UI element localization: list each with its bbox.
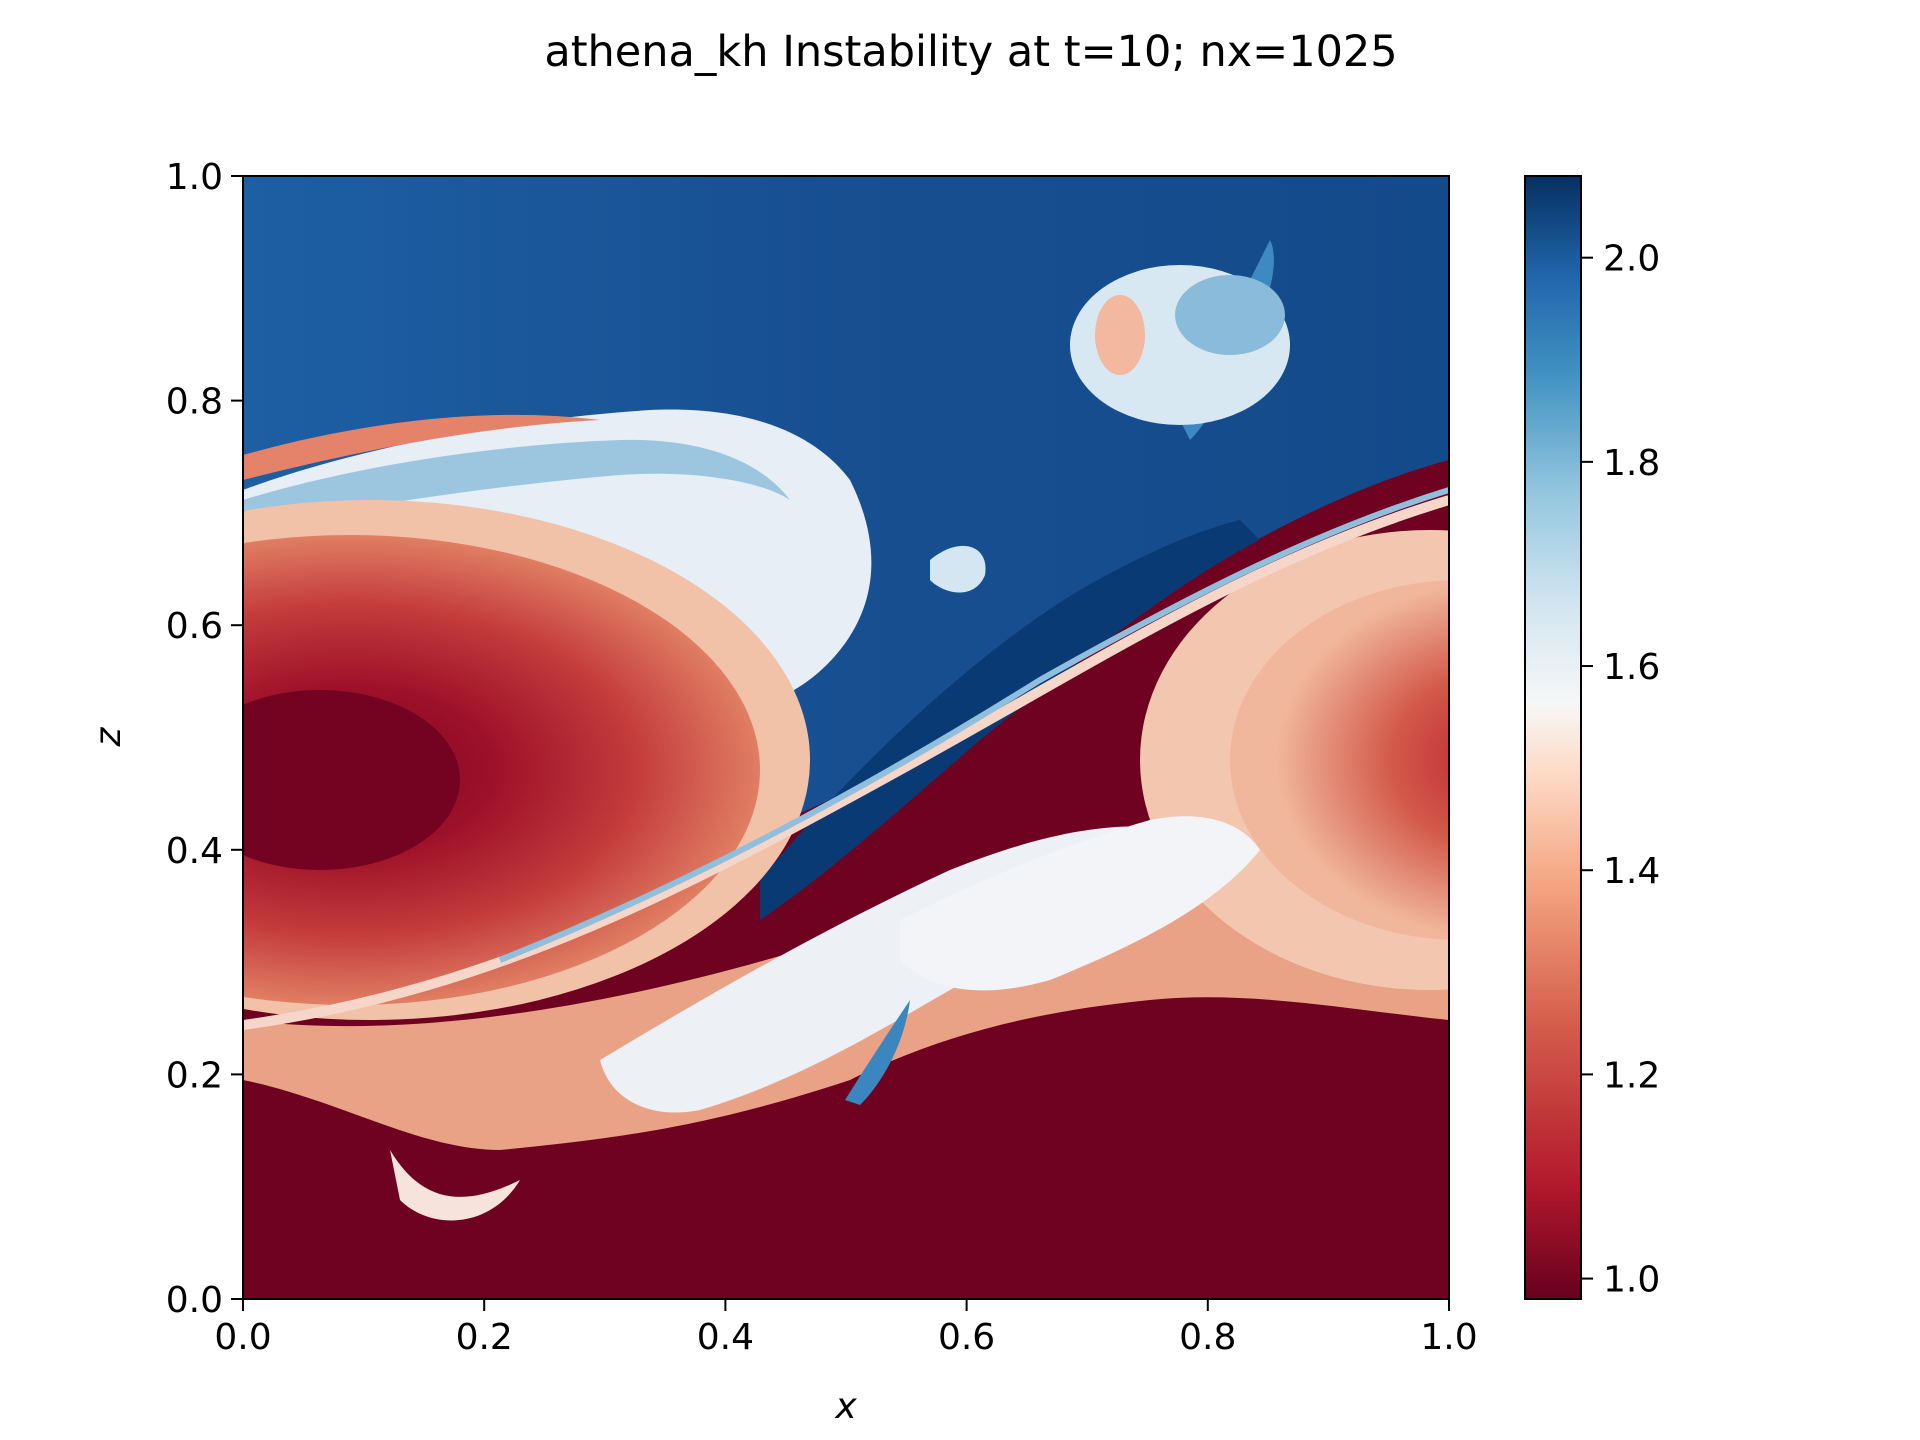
colorbar-tick-label: 1.2 [1603, 1055, 1660, 1096]
x-tick-label: 0.4 [697, 1317, 754, 1358]
plot-frame [242, 175, 1450, 1300]
colorbar-tick-label: 1.0 [1603, 1260, 1660, 1301]
y-axis-ticks: 0.0 0.2 0.4 0.6 0.8 1.0 [166, 157, 243, 1321]
chart-title: athena_kh Instability at t=10; nx=1025 [544, 27, 1397, 77]
mixing-band-blue [243, 439, 790, 530]
y-tick-label: 0.6 [166, 606, 223, 647]
red-streak [243, 414, 600, 480]
x-axis-label: x [834, 1386, 857, 1427]
x-axis-ticks: 0.0 0.2 0.4 0.6 0.8 1.0 [214, 1299, 1478, 1358]
left-vortex [243, 535, 760, 1005]
y-tick-label: 0.8 [166, 382, 223, 423]
x-tick-label: 1.0 [1420, 1317, 1477, 1358]
colorbar [1524, 175, 1582, 1300]
left-vortex-core [243, 690, 460, 870]
colorbar-tick-label: 1.8 [1603, 443, 1660, 484]
colorbar-ticks: 1.0 1.2 1.4 1.6 1.8 2.0 [1581, 239, 1660, 1301]
colorbar-tick-label: 2.0 [1603, 239, 1660, 280]
y-tick-label: 1.0 [166, 157, 223, 198]
y-tick-label: 0.4 [166, 831, 223, 872]
interface-line-blue [498, 487, 1449, 963]
x-tick-label: 0.6 [938, 1317, 995, 1358]
colorbar-tick-label: 1.6 [1603, 647, 1660, 688]
x-tick-label: 0.8 [1179, 1317, 1236, 1358]
wisp-left [930, 545, 986, 593]
x-tick-label: 0.0 [214, 1317, 271, 1358]
plume-spot [1095, 295, 1145, 375]
x-tick-label: 0.2 [456, 1317, 513, 1358]
y-axis-label: z [88, 726, 129, 747]
pale-mixing-right [900, 816, 1260, 991]
shear-band [760, 520, 1260, 920]
interface-line [243, 495, 1449, 1030]
pale-curl [390, 1150, 520, 1221]
colorbar-tick-label: 1.4 [1603, 851, 1660, 892]
wisp-lower [845, 1000, 910, 1105]
y-tick-label: 0.0 [166, 1280, 223, 1321]
right-vortex [1230, 580, 1449, 940]
plume-curl [1175, 275, 1285, 355]
plot-area [243, 176, 1449, 1299]
y-tick-label: 0.2 [166, 1055, 223, 1096]
